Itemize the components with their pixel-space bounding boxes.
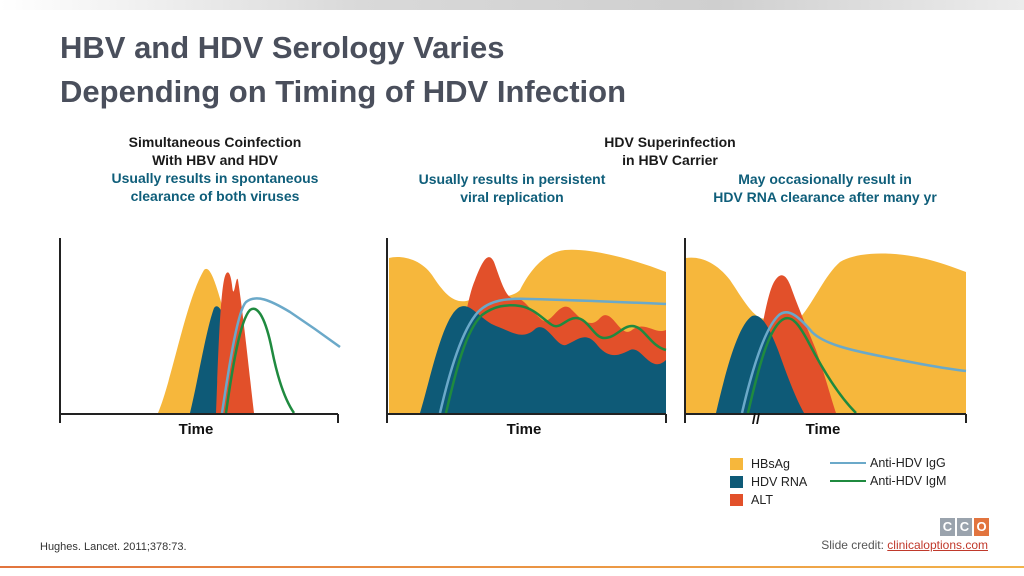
- legend-hdv-rna-label: HDV RNA: [751, 475, 808, 489]
- panel1-alt-area: [216, 272, 254, 413]
- legend-item-alt: ALT: [730, 491, 807, 509]
- legend-anti-hdv-igg-label: Anti-HDV IgG: [870, 456, 946, 470]
- persistent-note-line-2: viral replication: [460, 189, 564, 205]
- hbsag-swatch: [730, 458, 743, 470]
- panel-superinfection-persistent: Time: [386, 238, 667, 438]
- anti-hdv-igm-line-swatch: [830, 480, 866, 482]
- top-gradient-bar: [0, 0, 1024, 10]
- panel1-anti-hdv-igm-line: [224, 307, 296, 414]
- superinfection-heading: HDV Superinfection in HBV Carrier: [560, 133, 780, 169]
- bottom-accent-line: [0, 566, 1024, 568]
- rna-clearance-note: May occasionally result in HDV RNA clear…: [690, 170, 960, 206]
- panel-superinfection-clearance: // Time: [684, 238, 967, 438]
- panel-coinfection: Time: [59, 238, 341, 438]
- slide-title-line-1: HBV and HDV Serology Varies: [60, 30, 505, 65]
- legend-lines: Anti-HDV IgG Anti-HDV IgM: [830, 454, 946, 490]
- credit-link[interactable]: clinicaloptions.com: [887, 538, 988, 552]
- coinfection-note-line-1: Usually results in spontaneous: [111, 170, 319, 186]
- panel1-x-label: Time: [179, 421, 214, 438]
- persistent-note-line-1: Usually results in persistent: [418, 171, 606, 187]
- panel3-axis-break-mark: //: [752, 411, 761, 428]
- coinfection-heading-line-2: With HBV and HDV: [152, 152, 278, 168]
- legend-areas: HBsAg HDV RNA ALT: [730, 455, 807, 509]
- legend-item-anti-hdv-igm: Anti-HDV IgM: [830, 472, 946, 490]
- panel2-x-label: Time: [507, 421, 542, 438]
- superinfection-heading-line-2: in HBV Carrier: [622, 152, 718, 168]
- legend-hbsag-label: HBsAg: [751, 457, 790, 471]
- panel2-hdv-rna-area: [420, 306, 666, 413]
- reference-citation: Hughes. Lancet. 2011;378:73.: [40, 541, 187, 553]
- logo-letter-2: C: [957, 518, 972, 536]
- slide-credit: Slide credit: clinicaloptions.com: [821, 538, 988, 552]
- clearance-note-line-1: May occasionally result in: [738, 171, 912, 187]
- legend-item-anti-hdv-igg: Anti-HDV IgG: [830, 454, 946, 472]
- panel3-x-label: Time: [806, 421, 841, 438]
- legend-alt-label: ALT: [751, 493, 773, 507]
- slide-title-line-2: Depending on Timing of HDV Infection: [60, 74, 627, 109]
- credit-prefix: Slide credit:: [821, 538, 888, 552]
- panel1-anti-hdv-igg-line: [220, 297, 341, 414]
- panel2-anti-hdv-igm-line: [444, 304, 667, 414]
- coinfection-heading: Simultaneous Coinfection With HBV and HD…: [95, 133, 335, 205]
- legend-anti-hdv-igm-label: Anti-HDV IgM: [870, 474, 947, 488]
- alt-swatch: [730, 494, 743, 506]
- anti-hdv-igg-line-swatch: [830, 462, 866, 464]
- logo-letter-3: O: [974, 518, 989, 536]
- coinfection-heading-line-1: Simultaneous Coinfection: [128, 134, 302, 150]
- cco-logo: C C O: [940, 518, 991, 536]
- logo-letter-1: C: [940, 518, 955, 536]
- panel2-anti-hdv-igg-line: [438, 297, 667, 414]
- clearance-note-line-2: HDV RNA clearance after many yr: [713, 189, 937, 205]
- slide-title: HBV and HDV Serology Varies Depending on…: [60, 26, 960, 114]
- panel3-anti-hdv-igg-line: [740, 311, 967, 414]
- persistent-replication-note: Usually results in persistent viral repl…: [392, 170, 632, 206]
- panel3-anti-hdv-igm-line: [746, 317, 857, 414]
- superinfection-heading-line-1: HDV Superinfection: [604, 134, 736, 150]
- hdv-rna-swatch: [730, 476, 743, 488]
- legend-item-hdv-rna: HDV RNA: [730, 473, 807, 491]
- coinfection-note-line-2: clearance of both viruses: [130, 188, 300, 204]
- legend-item-hbsag: HBsAg: [730, 455, 807, 473]
